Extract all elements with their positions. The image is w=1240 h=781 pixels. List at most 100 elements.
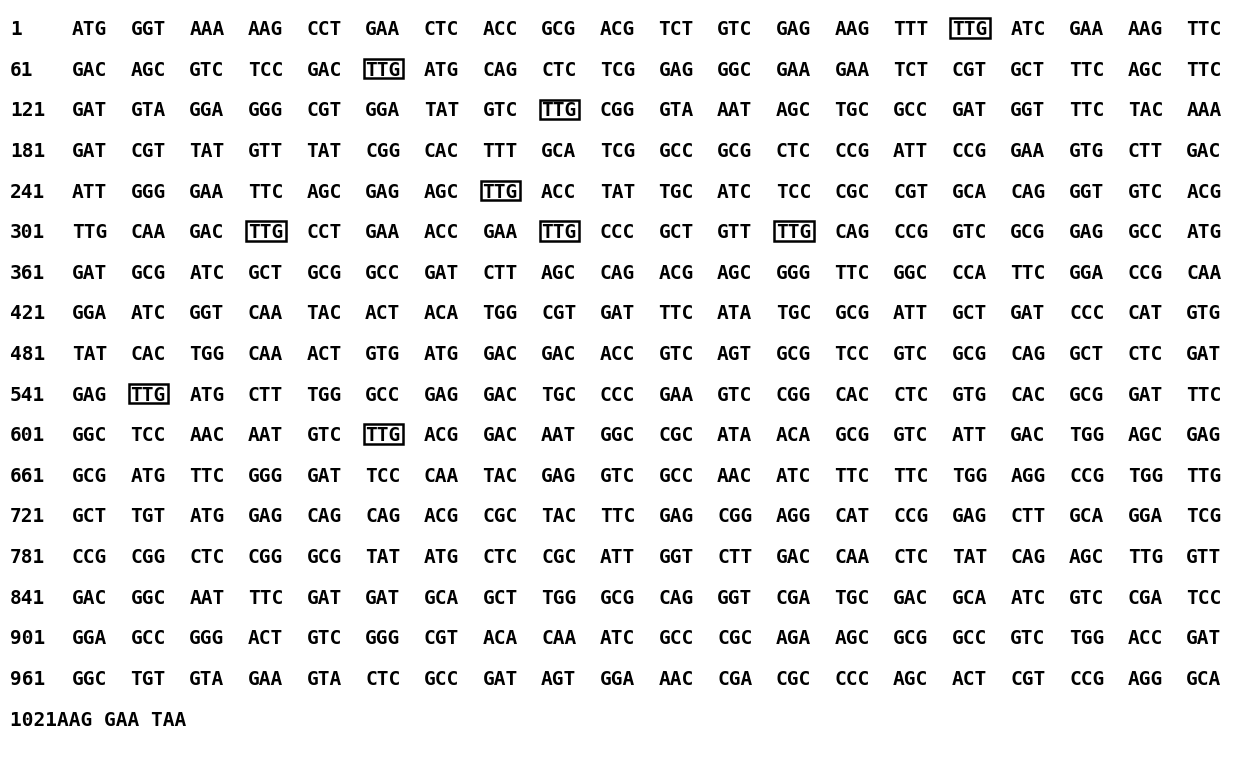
Text: GAC: GAC [1187,142,1221,161]
Text: TGC: TGC [835,102,869,120]
Text: GTC: GTC [190,61,224,80]
Text: ATT: ATT [893,305,929,323]
Text: TTC: TTC [600,508,635,526]
Text: CAG: CAG [1011,183,1045,201]
Text: TCC: TCC [130,426,166,445]
Text: AAC: AAC [658,670,693,689]
Text: GGT: GGT [717,589,753,608]
Text: GAT: GAT [365,589,401,608]
Text: GCG: GCG [1011,223,1045,242]
Text: GAG: GAG [776,20,811,39]
Text: TTG: TTG [365,426,401,445]
Text: GTT: GTT [248,142,283,161]
Text: GAT: GAT [306,589,342,608]
Text: GAT: GAT [482,670,518,689]
Text: TTC: TTC [835,264,869,283]
Text: GCT: GCT [482,589,518,608]
Text: 361: 361 [10,264,45,283]
Text: GAA: GAA [658,386,693,405]
Text: GCG: GCG [835,426,869,445]
Text: ACT: ACT [248,629,283,648]
Text: CCC: CCC [1069,305,1105,323]
Text: ACG: ACG [424,426,459,445]
Text: CAT: CAT [835,508,869,526]
Text: ACC: ACC [424,223,459,242]
Text: GCT: GCT [1011,61,1045,80]
Text: CTC: CTC [776,142,811,161]
Text: CCT: CCT [306,223,342,242]
Text: CCG: CCG [1069,467,1105,486]
Text: TAT: TAT [952,548,987,567]
Text: AGG: AGG [1011,467,1045,486]
Text: GAA: GAA [365,223,401,242]
Text: CGA: CGA [776,589,811,608]
Text: TGG: TGG [541,589,577,608]
Text: TCC: TCC [248,61,283,80]
Text: GGC: GGC [72,426,107,445]
Text: CTT: CTT [717,548,753,567]
Text: CAG: CAG [306,508,342,526]
Text: GAC: GAC [306,61,342,80]
Text: 301: 301 [10,223,45,242]
Text: GGG: GGG [776,264,811,283]
Text: TTC: TTC [1011,264,1045,283]
Text: CTC: CTC [1127,345,1163,364]
Text: ATT: ATT [952,426,987,445]
Text: ACG: ACG [1187,183,1221,201]
Text: ATT: ATT [600,548,635,567]
Text: GCC: GCC [893,102,929,120]
Text: 961: 961 [10,670,45,689]
Text: GAT: GAT [952,102,987,120]
Text: AAA: AAA [1187,102,1221,120]
Text: GGC: GGC [717,61,753,80]
Text: CTC: CTC [190,548,224,567]
Text: GTG: GTG [952,386,987,405]
Text: ATC: ATC [1011,20,1045,39]
Text: CCG: CCG [1127,264,1163,283]
Text: CCG: CCG [893,223,929,242]
Text: GAG: GAG [1069,223,1105,242]
Text: CTC: CTC [893,548,929,567]
Text: AAT: AAT [190,589,224,608]
Text: CTC: CTC [482,548,518,567]
Text: GCC: GCC [365,386,401,405]
Text: CGG: CGG [248,548,283,567]
Text: GCC: GCC [365,264,401,283]
Text: CGG: CGG [776,386,811,405]
Text: GCG: GCG [306,264,342,283]
Text: GGT: GGT [1011,102,1045,120]
Text: 61: 61 [10,61,33,80]
Text: GGT: GGT [190,305,224,323]
Text: GCG: GCG [600,589,635,608]
Text: ATC: ATC [600,629,635,648]
Text: TGC: TGC [835,589,869,608]
Text: TAC: TAC [482,467,518,486]
Text: GCC: GCC [952,629,987,648]
Text: TTC: TTC [1069,61,1105,80]
Text: CGC: CGC [835,183,869,201]
Text: GCG: GCG [835,305,869,323]
Text: ATG: ATG [424,61,459,80]
Text: 661: 661 [10,467,45,486]
Text: GGA: GGA [190,102,224,120]
Text: CAA: CAA [130,223,166,242]
Text: TTG: TTG [541,223,577,242]
Text: GGA: GGA [600,670,635,689]
Text: GAA: GAA [248,670,283,689]
Text: GCC: GCC [130,629,166,648]
Text: GAT: GAT [72,264,107,283]
Text: TCG: TCG [600,142,635,161]
Text: AGC: AGC [835,629,869,648]
Text: 781: 781 [10,548,45,567]
Text: GCC: GCC [1127,223,1163,242]
Text: AGC: AGC [424,183,459,201]
Text: GAT: GAT [1187,345,1221,364]
Text: CAC: CAC [130,345,166,364]
Text: GCA: GCA [1069,508,1105,526]
Text: TTC: TTC [190,467,224,486]
Text: 421: 421 [10,305,45,323]
Text: GTC: GTC [306,629,342,648]
Text: TCC: TCC [776,183,811,201]
Text: CGT: CGT [893,183,929,201]
Text: TTC: TTC [1187,386,1221,405]
